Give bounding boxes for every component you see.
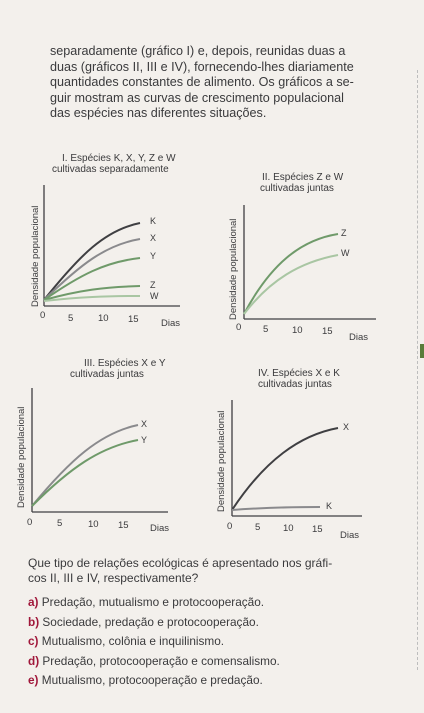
graph-1-x-tick: 10 (98, 313, 109, 324)
intro-paragraph: separadamente (gráfico I) e, depois, reu… (50, 44, 400, 122)
graph-4-x-tick: 5 (255, 522, 261, 533)
graph-3-curve-x (31, 424, 139, 507)
option-text: Mutualismo, colônia e inquilinismo. (41, 634, 225, 648)
graph-4-curve-label: X (343, 422, 350, 432)
graph-3-x-tick: 0 (27, 517, 33, 528)
graph-4-title: IV. Espécies X e K (258, 368, 340, 379)
graph-1-curve-label: K (150, 216, 157, 226)
graph-1-x-label: Dias (161, 318, 181, 329)
graph-3-x-tick: 5 (57, 518, 63, 529)
graph-1-curve-x (43, 238, 141, 301)
graph-3-x-label: Dias (150, 523, 170, 534)
option-letter: e) (28, 673, 39, 687)
graph-4-x-tick: 0 (227, 521, 233, 532)
option-e[interactable]: e) Mutualismo, protocooperação e predaçã… (28, 673, 280, 693)
margin-mark (420, 344, 424, 358)
option-a[interactable]: a) Predação, mutualismo e protocooperaçã… (28, 595, 280, 615)
graph-3-curve-label: X (141, 419, 148, 429)
graph-1-x-tick: 15 (128, 314, 139, 325)
graph-3-subtitle: cultivadas juntas (70, 369, 144, 380)
graph-2-curve-w (243, 254, 339, 315)
graph-2-curve-label: Z (341, 228, 347, 238)
graph-4-subtitle: cultivadas juntas (258, 379, 332, 390)
graph-1-curve-w (43, 295, 141, 302)
graph-1-curve-label: Y (150, 251, 157, 261)
page-fold-line (416, 70, 418, 670)
graph-2-curve-z (243, 233, 339, 315)
option-letter: b) (28, 614, 40, 629)
option-d[interactable]: d) Predação, protocooperação e comensali… (28, 654, 280, 674)
option-text: Mutualismo, protocooperação e predação. (41, 673, 263, 687)
intro-line: duas (gráficos II, III e IV), fornecendo… (50, 59, 354, 74)
intro-line: das espécies nas diferentes situações. (50, 106, 267, 121)
graph-1-x-tick: 0 (40, 310, 46, 321)
graph-1-x-tick: 5 (68, 313, 74, 324)
graph-1-curve-k (43, 222, 141, 301)
option-letter: c) (28, 634, 39, 648)
graph-4-curve-k (231, 506, 321, 511)
graph-3-curve-label: Y (141, 435, 148, 445)
graph-1-subtitle: cultivadas separadamente (52, 164, 169, 175)
option-letter: d) (28, 653, 40, 668)
graph-3-x-tick: 15 (118, 520, 129, 531)
graph-3-curve-y (31, 439, 139, 507)
option-letter: a) (28, 595, 39, 609)
option-c[interactable]: c) Mutualismo, colônia e inquilinismo. (28, 634, 280, 654)
graph-4-x-tick: 15 (312, 524, 323, 535)
graph-4-curve-x (231, 427, 339, 511)
intro-line: quantidades constantes de alimento. Os g… (50, 75, 354, 90)
option-text: Predação, mutualismo e protocooperação. (41, 595, 265, 609)
graph-3-title: III. Espécies X e Y (84, 358, 166, 369)
option-text: Sociedade, predação e protocooperação. (42, 614, 259, 629)
question-line: cos II, III e IV, respectivamente? (28, 571, 199, 585)
intro-line: separadamente (gráfico I) e, depois, reu… (50, 44, 346, 58)
answer-options: a) Predação, mutualismo e protocooperaçã… (28, 595, 280, 693)
graph-1-curve-label: Z (150, 280, 156, 290)
graph-3-x-tick: 10 (88, 519, 99, 530)
graph-2-x-tick: 15 (322, 326, 333, 337)
graph-4-x-tick: 10 (283, 523, 294, 534)
graph-2-x-label: Dias (349, 332, 369, 343)
graph-2-x-tick: 5 (263, 324, 269, 335)
option-text: Predação, protocooperação e comensalismo… (42, 653, 280, 668)
graph-1-curve-z (43, 285, 141, 301)
graph-2-x-tick: 0 (236, 322, 242, 333)
question-line: Que tipo de relações ecológicas é aprese… (28, 556, 333, 570)
intro-line: guir mostram as curvas de crescimento po… (50, 90, 344, 105)
graph-4-x-label: Dias (340, 530, 360, 541)
graph-2-subtitle: cultivadas juntas (260, 183, 334, 194)
graph-2-x-tick: 10 (292, 325, 303, 336)
question-text: Que tipo de relações ecológicas é aprese… (28, 556, 408, 586)
graph-1-title: I. Espécies K, X, Y, Z e W (62, 153, 176, 164)
graph-4-curve-label: K (326, 501, 333, 511)
graph-1-curve-label: X (150, 233, 157, 243)
option-b[interactable]: b) Sociedade, predação e protocooperação… (28, 615, 280, 635)
graph-2-curve-label: W (341, 248, 350, 258)
graph-1-curve-label: W (150, 291, 159, 301)
graph-2-title: II. Espécies Z e W (262, 172, 344, 183)
graph-1-curve-y (43, 257, 141, 301)
